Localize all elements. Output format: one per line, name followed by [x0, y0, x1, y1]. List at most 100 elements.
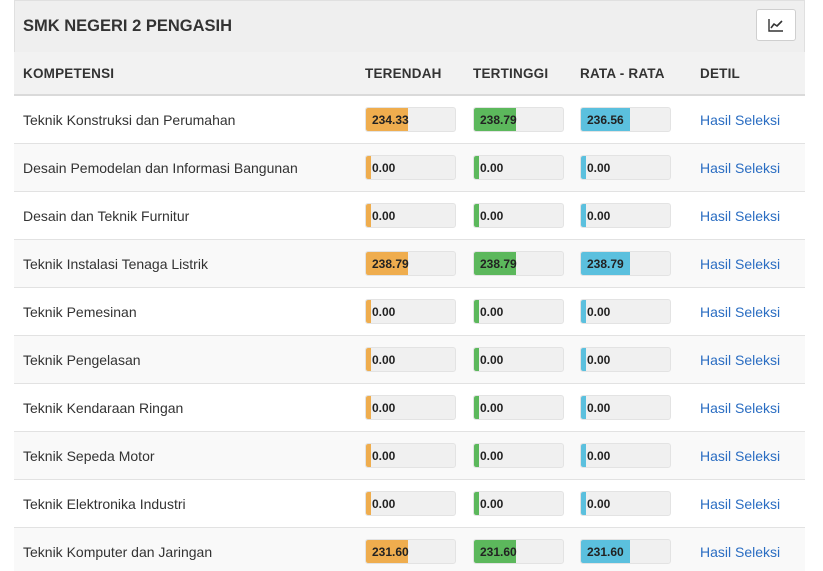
- rata-value: 0.00: [587, 401, 611, 415]
- tertinggi-progress-bar: 0.00: [473, 491, 564, 516]
- terendah-progress-bar: 0.00: [365, 155, 456, 180]
- tertinggi-value: 0.00: [480, 401, 504, 415]
- col-terendah: TERENDAH: [365, 66, 442, 81]
- terendah-progress-bar: 0.00: [365, 395, 456, 420]
- rata-progress-bar: 231.60: [580, 539, 671, 564]
- tertinggi-progress-fill: [474, 492, 479, 515]
- tertinggi-progress-fill: [474, 300, 479, 323]
- terendah-progress-bar: 238.79: [365, 251, 456, 276]
- chart-button[interactable]: [756, 9, 796, 41]
- kompetensi-name: Teknik Pemesinan: [23, 304, 137, 320]
- rata-progress-fill: [581, 108, 630, 131]
- hasil-seleksi-link[interactable]: Hasil Seleksi: [700, 208, 781, 224]
- terendah-progress-fill: [366, 540, 408, 563]
- hasil-seleksi-link[interactable]: Hasil Seleksi: [700, 160, 781, 176]
- tertinggi-progress-bar: 0.00: [473, 443, 564, 468]
- table-header: KOMPETENSI TERENDAH TERTINGGI RATA - RAT…: [14, 52, 805, 96]
- tertinggi-progress-bar: 0.00: [473, 155, 564, 180]
- tertinggi-value: 238.79: [480, 113, 517, 127]
- table-row: Desain Pemodelan dan Informasi Bangunan 0…: [14, 144, 805, 192]
- hasil-seleksi-link[interactable]: Hasil Seleksi: [700, 112, 781, 128]
- kompetensi-name: Teknik Sepeda Motor: [23, 448, 155, 464]
- rata-progress-fill: [581, 396, 586, 419]
- hasil-seleksi-link[interactable]: Hasil Seleksi: [700, 352, 781, 368]
- hasil-seleksi-link[interactable]: Hasil Seleksi: [700, 544, 781, 560]
- tertinggi-progress-bar: 0.00: [473, 203, 564, 228]
- rata-value: 0.00: [587, 161, 611, 175]
- terendah-progress-bar: 0.00: [365, 443, 456, 468]
- rata-progress-bar: 0.00: [580, 491, 671, 516]
- rata-value: 0.00: [587, 209, 611, 223]
- rata-progress-fill: [581, 252, 630, 275]
- terendah-value: 0.00: [372, 353, 396, 367]
- tertinggi-progress-fill: [474, 252, 516, 275]
- tertinggi-value: 0.00: [480, 353, 504, 367]
- terendah-progress-fill: [366, 492, 371, 515]
- terendah-value: 238.79: [372, 257, 409, 271]
- rata-value: 0.00: [587, 449, 611, 463]
- terendah-progress-bar: 0.00: [365, 299, 456, 324]
- tertinggi-value: 0.00: [480, 305, 504, 319]
- table-row: Teknik Konstruksi dan Perumahan 234.33 238…: [14, 96, 805, 144]
- rata-progress-fill: [581, 300, 586, 323]
- table-row: Teknik Kendaraan Ringan 0.00 0.00 0.00 Hasil…: [14, 384, 805, 432]
- tertinggi-progress-fill: [474, 540, 516, 563]
- rata-value: 0.00: [587, 497, 611, 511]
- col-detil: DETIL: [700, 66, 740, 81]
- rata-progress-bar: 0.00: [580, 299, 671, 324]
- terendah-progress-fill: [366, 444, 371, 467]
- terendah-progress-bar: 0.00: [365, 347, 456, 372]
- kompetensi-name: Teknik Konstruksi dan Perumahan: [23, 112, 236, 128]
- terendah-value: 0.00: [372, 161, 396, 175]
- tertinggi-progress-bar: 238.79: [473, 251, 564, 276]
- table-body: Teknik Konstruksi dan Perumahan 234.33 238…: [14, 96, 805, 571]
- tertinggi-progress-bar: 0.00: [473, 299, 564, 324]
- tertinggi-value: 238.79: [480, 257, 517, 271]
- rata-value: 0.00: [587, 305, 611, 319]
- terendah-progress-bar: 0.00: [365, 203, 456, 228]
- terendah-progress-fill: [366, 396, 371, 419]
- rata-progress-fill: [581, 540, 630, 563]
- line-chart-icon: [768, 19, 783, 32]
- rata-progress-fill: [581, 348, 586, 371]
- panel-header: SMK NEGERI 2 PENGASIH: [14, 0, 805, 52]
- hasil-seleksi-link[interactable]: Hasil Seleksi: [700, 400, 781, 416]
- hasil-seleksi-link[interactable]: Hasil Seleksi: [700, 448, 781, 464]
- tertinggi-progress-fill: [474, 444, 479, 467]
- rata-progress-bar: 0.00: [580, 443, 671, 468]
- page-title: SMK NEGERI 2 PENGASIH: [23, 17, 233, 35]
- tertinggi-progress-bar: 231.60: [473, 539, 564, 564]
- tertinggi-progress-fill: [474, 204, 479, 227]
- rata-progress-bar: 0.00: [580, 395, 671, 420]
- kompetensi-name: Teknik Komputer dan Jaringan: [23, 544, 213, 560]
- terendah-progress-fill: [366, 348, 371, 371]
- rata-progress-fill: [581, 492, 586, 515]
- terendah-value: 0.00: [372, 497, 396, 511]
- rata-value: 238.79: [587, 257, 624, 271]
- terendah-progress-fill: [366, 108, 408, 131]
- rata-value: 236.56: [587, 113, 624, 127]
- rata-progress-bar: 238.79: [580, 251, 671, 276]
- kompetensi-name: Teknik Pengelasan: [23, 352, 141, 368]
- hasil-seleksi-link[interactable]: Hasil Seleksi: [700, 496, 781, 512]
- table-row: Desain dan Teknik Furnitur 0.00 0.00 0.00 Ha…: [14, 192, 805, 240]
- kompetensi-name: Desain Pemodelan dan Informasi Bangunan: [23, 160, 298, 176]
- terendah-value: 231.60: [372, 545, 409, 559]
- rata-value: 231.60: [587, 545, 624, 559]
- tertinggi-progress-bar: 0.00: [473, 347, 564, 372]
- kompetensi-name: Desain dan Teknik Furnitur: [23, 208, 190, 224]
- table-row: Teknik Pengelasan 0.00 0.00 0.00 Hasil Selek…: [14, 336, 805, 384]
- col-tertinggi: TERTINGGI: [473, 66, 549, 81]
- terendah-progress-fill: [366, 156, 371, 179]
- hasil-seleksi-link[interactable]: Hasil Seleksi: [700, 304, 781, 320]
- table-row: Teknik Sepeda Motor 0.00 0.00 0.00 Hasil Sel…: [14, 432, 805, 480]
- rata-progress-fill: [581, 156, 586, 179]
- hasil-seleksi-link[interactable]: Hasil Seleksi: [700, 256, 781, 272]
- results-panel: SMK NEGERI 2 PENGASIH KOMPETENSI TERENDA…: [14, 0, 805, 571]
- rata-progress-bar: 0.00: [580, 347, 671, 372]
- tertinggi-value: 0.00: [480, 161, 504, 175]
- terendah-progress-fill: [366, 300, 371, 323]
- table-row: Teknik Pemesinan 0.00 0.00 0.00 Hasil Seleks…: [14, 288, 805, 336]
- kompetensi-name: Teknik Kendaraan Ringan: [23, 400, 184, 416]
- tertinggi-progress-fill: [474, 396, 479, 419]
